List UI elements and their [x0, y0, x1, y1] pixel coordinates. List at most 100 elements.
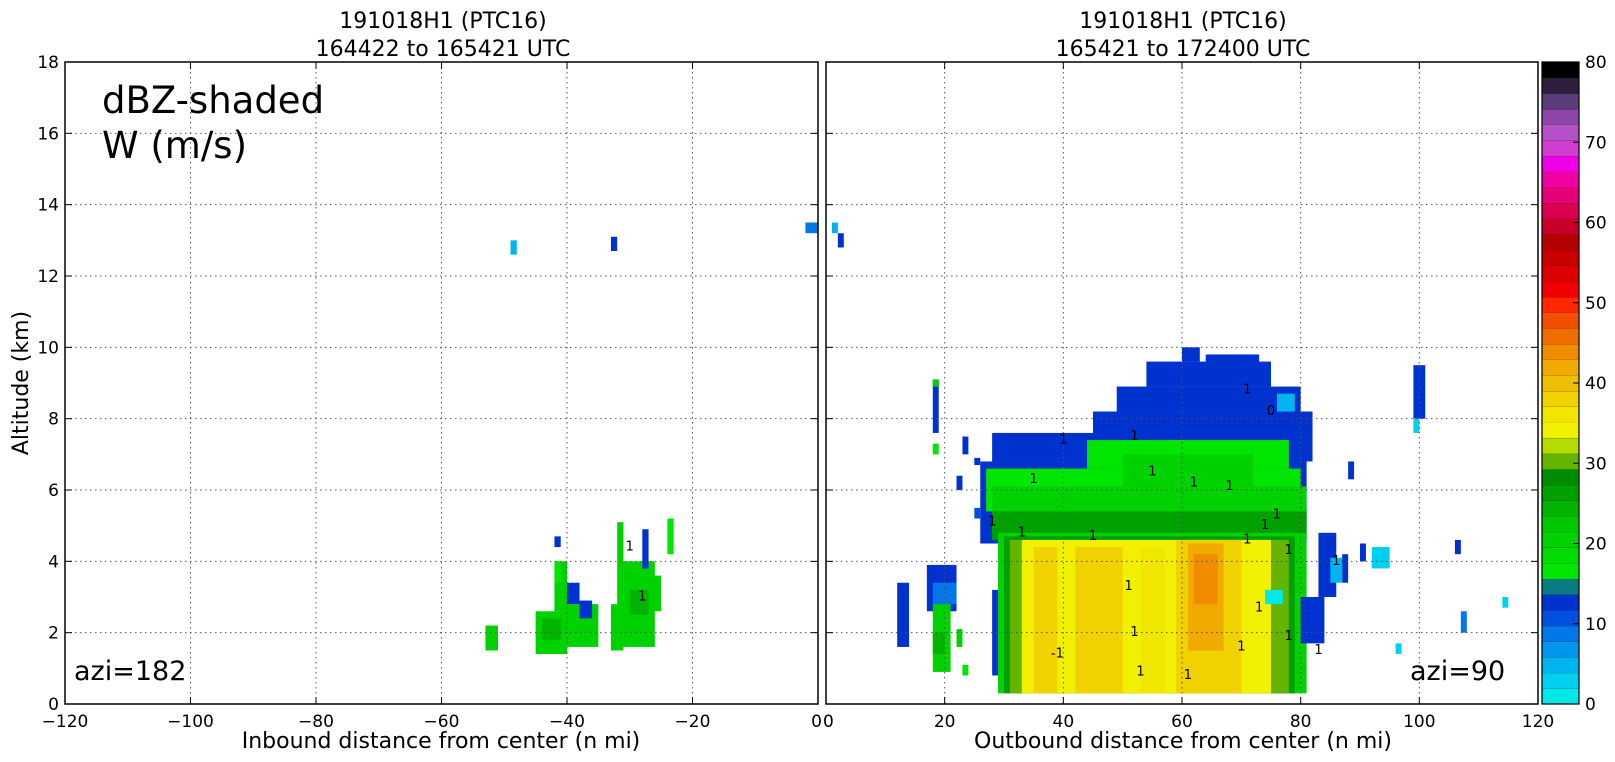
right-cell-11	[962, 664, 969, 676]
right-cell-17	[992, 432, 1099, 462]
right-contour-label-20: 1	[1018, 525, 1026, 540]
right-contour-label-2: 1	[1130, 625, 1138, 640]
colorbar-band-9	[1542, 547, 1579, 564]
right-cell-10	[956, 629, 963, 647]
right-contour-label-24: 1	[1332, 554, 1340, 569]
right-contour-label-16: 1	[1243, 383, 1251, 398]
right-contour-label-21: 1	[1089, 529, 1097, 544]
colorbar-band-31	[1542, 202, 1579, 219]
colorbar-band-36	[1542, 124, 1579, 141]
left-xtick-label-2: −80	[298, 712, 334, 732]
left-cell-13	[648, 575, 662, 612]
ytick-label-4: 8	[48, 410, 59, 430]
left-cell-6	[567, 582, 580, 605]
colorbar-band-34	[1542, 155, 1579, 172]
ytick-label-3: 6	[48, 481, 59, 501]
colorbar-band-4	[1542, 625, 1579, 642]
right-cell-52	[1460, 611, 1467, 633]
right-contour-label-15: 1	[1225, 479, 1233, 494]
left-cell-15	[667, 518, 674, 555]
ytick-label-0: 0	[48, 695, 59, 715]
right-cell-47	[1371, 547, 1390, 569]
left-cell-12	[629, 589, 649, 615]
colorbar-band-0	[1542, 688, 1579, 705]
right-cell-53	[1502, 597, 1509, 608]
colorbar-band-15	[1542, 453, 1579, 470]
left-cell-5	[554, 561, 561, 583]
right-contour-label-12: 1	[1130, 429, 1138, 444]
right-cell-39	[1193, 554, 1218, 605]
right-cell-5	[932, 443, 939, 455]
colorbar-band-30	[1542, 218, 1579, 235]
colorbar-band-11	[1542, 516, 1579, 533]
right-gridlines	[826, 62, 1538, 704]
colorbar-band-40	[1542, 62, 1579, 78]
right-contour-label-0: -1	[1051, 647, 1064, 662]
right-cell-12	[956, 475, 963, 490]
colorbar-tick-labels: 0 10 20 30 40 50 60 70 80	[1573, 53, 1607, 715]
annotation-dbz-shaded: dBZ-shaded	[102, 79, 324, 122]
colorbar-band-19	[1542, 390, 1579, 407]
right-cell-49	[1413, 418, 1420, 433]
right-contour-label-11: 1	[1059, 433, 1067, 448]
colorbar-tick-label-8: 80	[1585, 53, 1607, 73]
right-contour-label-19: 1	[988, 515, 996, 530]
ytick-label-1: 2	[48, 624, 59, 644]
left-cell-8	[554, 536, 561, 548]
right-cell-40	[1265, 589, 1283, 605]
left-gridlines	[65, 62, 818, 704]
right-xtick-label-3: 60	[1171, 712, 1193, 732]
right-cell-15	[974, 507, 981, 519]
ytick-label-8: 16	[37, 124, 59, 144]
colorbar-band-33	[1542, 171, 1579, 188]
colorbar-band-22	[1542, 343, 1579, 360]
colorbar-band-6	[1542, 594, 1579, 611]
ytick-label-9: 18	[37, 53, 59, 73]
ytick-label-5: 10	[37, 338, 59, 358]
left-xtick-label-3: −60	[424, 712, 460, 732]
colorbar-band-17	[1542, 422, 1579, 439]
right-cell-13	[962, 436, 969, 455]
left-cell-18	[805, 222, 818, 234]
colorbar-band-13	[1542, 484, 1579, 501]
right-contour-label-8: 1	[1314, 643, 1322, 658]
right-xtick-label-6: 120	[1522, 712, 1554, 732]
right-contour-label-7: 1	[1285, 629, 1293, 644]
ytick-label-6: 12	[37, 267, 59, 287]
right-title-line1: 191018H1 (PTC16)	[1079, 9, 1286, 34]
left-contour-label-1: 1	[626, 540, 634, 555]
annotation-w-ms: W (m/s)	[102, 124, 247, 167]
left-cell-14	[642, 529, 649, 569]
colorbar-band-7	[1542, 578, 1579, 595]
right-panel: 191018H1 (PTC16) 165421 to 172400 UTC -1…	[823, 9, 1554, 754]
colorbar-band-27	[1542, 265, 1579, 282]
left-panel: 191018H1 (PTC16) 164422 to 165421 UTC 11…	[9, 9, 822, 754]
right-cell-9	[932, 632, 945, 655]
colorbar-band-2	[1542, 657, 1579, 673]
right-contour-label-9: 1	[1285, 543, 1293, 558]
colorbar-bands	[1542, 61, 1579, 705]
colorbar-tick-label-1: 10	[1585, 615, 1607, 635]
colorbar-band-1	[1542, 672, 1579, 689]
right-xtick-label-2: 40	[1053, 712, 1075, 732]
right-xtick-label-5: 100	[1403, 712, 1435, 732]
right-cell-23	[1276, 393, 1295, 412]
right-cell-34	[1033, 547, 1058, 694]
right-contour-label-1: 1	[1124, 579, 1132, 594]
left-title-line2: 164422 to 165421 UTC	[316, 37, 571, 62]
right-contour-label-14: 1	[1190, 475, 1198, 490]
colorbar-band-38	[1542, 93, 1579, 110]
colorbar-band-26	[1542, 281, 1579, 298]
left-azimuth-label: azi=182	[74, 656, 186, 687]
left-x-axis-label: Inbound distance from center (n mi)	[242, 729, 641, 754]
left-cell-0	[485, 625, 498, 651]
colorbar-band-29	[1542, 234, 1579, 251]
colorbar-tick-label-6: 60	[1585, 214, 1607, 234]
right-contour-label-18: 0	[1267, 404, 1275, 419]
left-reflectivity-cells	[485, 222, 818, 655]
colorbar-band-14	[1542, 469, 1579, 486]
y-axis-label: Altitude (km)	[9, 311, 34, 455]
left-y-tick-labels: 0 2 4 6 8 10 12 14 16 18	[37, 53, 59, 715]
colorbar-band-25	[1542, 296, 1579, 313]
